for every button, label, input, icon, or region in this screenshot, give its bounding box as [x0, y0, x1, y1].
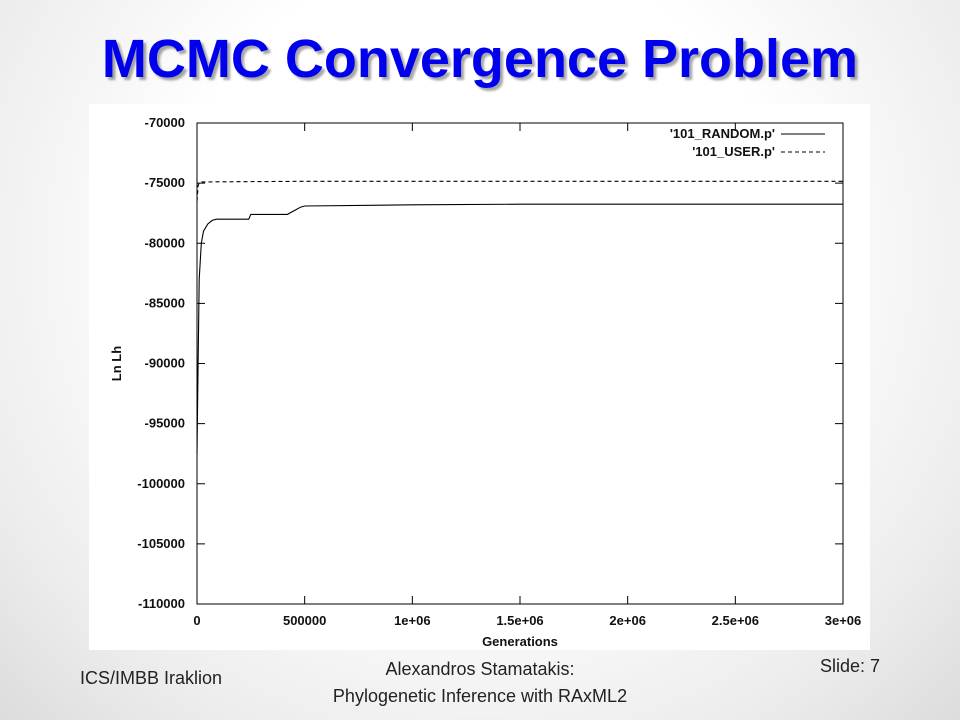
y-tick-label: -90000 [145, 356, 185, 371]
footer-author: Alexandros Stamatakis: [385, 659, 575, 679]
footer-slide-number: Slide: 7 [819, 656, 880, 676]
footer-author-block: Alexandros Stamatakis: Phylogenetic Infe… [280, 656, 680, 710]
footer-institution: ICS/IMBB Iraklion [80, 668, 223, 688]
series-line-user [196, 180, 843, 202]
x-tick-label: 2e+06 [609, 613, 646, 628]
legend-label: '101_RANDOM.p' [670, 126, 775, 141]
y-tick-label: -75000 [145, 175, 185, 190]
y-tick-label: -105000 [137, 536, 185, 551]
convergence-chart: -110000 -105000 -100000 -95000 -90000 -85000 -… [109, 115, 862, 649]
x-axis-title: Generations [482, 634, 558, 649]
x-tick-label: 1e+06 [394, 613, 431, 628]
y-tick-label: -95000 [145, 416, 185, 431]
footer-talk-title: Phylogenetic Inference with RAxML2 [332, 686, 628, 706]
y-tick-label: -110000 [138, 596, 185, 611]
x-tick-label: 2.5e+06 [712, 613, 759, 628]
x-tick-label: 1.5e+06 [496, 613, 543, 628]
y-tick-label: -80000 [145, 235, 185, 250]
x-tick-label: 0 [193, 613, 200, 628]
y-tick-label: -70000 [145, 115, 185, 130]
x-tick-label: 3e+06 [825, 613, 862, 628]
series-line-random [196, 203, 843, 454]
plot-frame [196, 122, 844, 605]
chart-panel: -110000 -105000 -100000 -95000 -90000 -85000 -… [89, 104, 870, 650]
y-tick-label: -100000 [137, 476, 185, 491]
y-tick-label: -85000 [145, 295, 185, 310]
x-tick-label: 500000 [283, 613, 326, 628]
legend-label: '101_USER.p' [692, 144, 775, 159]
y-axis-title: Ln Lh [109, 346, 124, 381]
slide-title: MCMC Convergence Problem [101, 29, 859, 89]
